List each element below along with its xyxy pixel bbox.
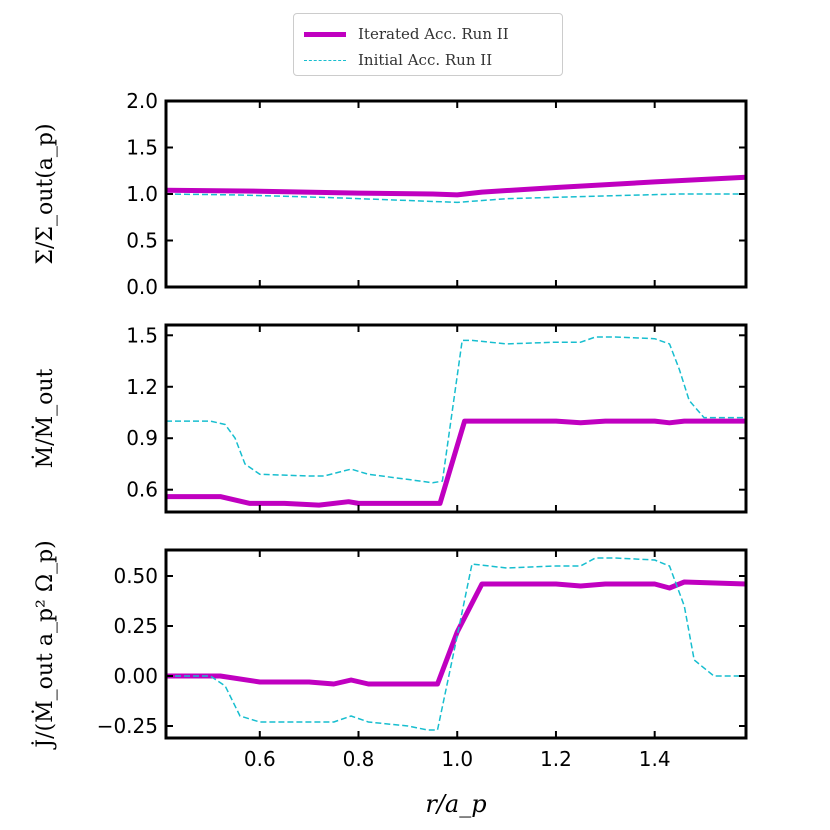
ylabel-mdot: Ṁ/Ṁ_out [31,368,58,468]
legend-label-iterated: Iterated Acc. Run II [358,25,509,43]
ylabel-jdot: J̇/(Ṁ_out a_p² Ω_p) [31,540,58,750]
xtick-label-4: 1.4 [639,747,671,771]
panel-sigma: 0.0 0.5 1.0 1.5 2.0 Σ/Σ_out(a_p) [33,89,748,299]
ytick-label-sigma-0: 0.0 [126,275,158,299]
panel-mdot: 0.6 0.9 1.2 1.5 Ṁ/Ṁ_out [31,323,748,514]
legend-entry-initial: Initial Acc. Run II [304,48,492,72]
xlabel: r/a_p [425,790,486,818]
ytick-label-sigma-2: 1.0 [126,182,158,206]
ytick-label-mdot-0: 0.6 [126,478,158,502]
ytick-label-sigma-3: 1.5 [126,136,158,160]
ytick-label-jdot-1: 0.00 [113,664,158,688]
ytick-label-jdot-0: −0.25 [97,714,158,738]
series-line-sigma-iterated [166,174,746,198]
ytick-label-mdot-3: 1.5 [126,323,158,347]
ytick-label-sigma-1: 0.5 [126,229,158,253]
ytick-label-mdot-1: 0.9 [126,426,158,450]
xtick-label-0: 0.6 [244,747,276,771]
series-line-jdot-iterated [166,579,746,687]
xtick-label-2: 1.0 [441,747,473,771]
series-line-jdot-initial [166,557,746,731]
ytick-label-jdot-2: 0.25 [113,614,158,638]
legend-label-initial: Initial Acc. Run II [358,51,493,69]
panel-frame-mdot [164,323,748,514]
series-line-mdot-iterated [166,418,746,508]
xtick-label-3: 1.2 [540,747,572,771]
ylabel-sigma: Σ/Σ_out(a_p) [33,123,58,264]
legend-swatch-iterated [304,31,346,37]
legend-entry-iterated: Iterated Acc. Run II [304,22,509,46]
legend: Iterated Acc. Run II Initial Acc. Run II [293,13,563,76]
panel-frame-jdot [164,548,748,740]
ytick-label-jdot-3: 0.50 [113,564,158,588]
panel-jdot: −0.25 0.00 0.25 0.50 0.6 0.8 1.0 1.2 1.4 J̇/(Ṁ_ou… [31,540,748,771]
series-line-mdot-initial [166,336,746,484]
legend-swatch-initial [304,59,346,61]
ytick-label-mdot-2: 1.2 [126,375,158,399]
xtick-label-1: 0.8 [343,747,375,771]
ytick-label-sigma-4: 2.0 [126,89,158,113]
series-line-sigma-initial [166,193,746,204]
